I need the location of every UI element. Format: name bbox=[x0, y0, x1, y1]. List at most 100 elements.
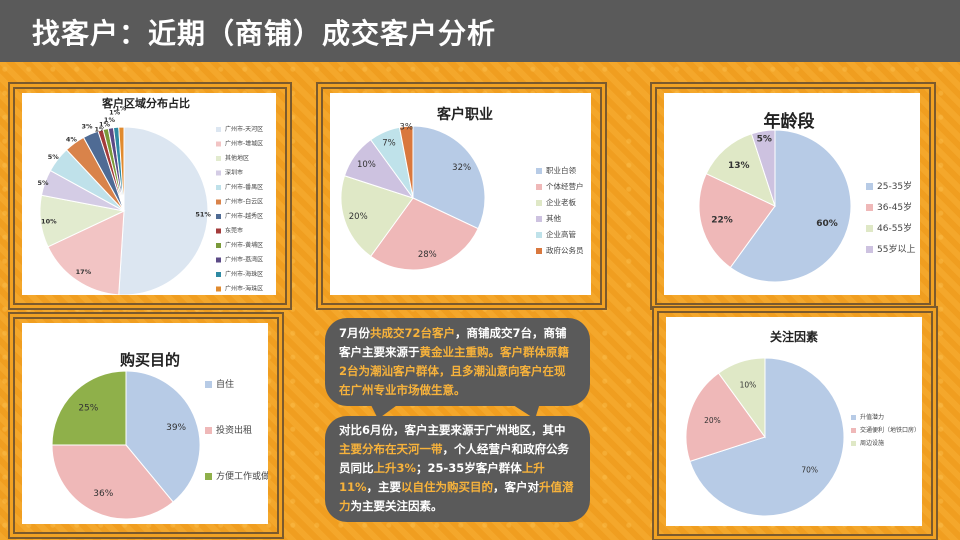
focus-chart-title: 关注因素 bbox=[770, 329, 818, 344]
purpose-legend-swatch bbox=[205, 381, 212, 388]
region-pct-label: 4% bbox=[66, 136, 78, 144]
region-legend-swatch bbox=[216, 127, 221, 132]
focus-chart-panel: 关注因素 70% 20% 10% 升值潜力 交通便利（地铁口房） 周边设施 bbox=[666, 317, 922, 526]
region-legend-label: 广州市-增城区 bbox=[225, 140, 263, 148]
region-chart-panel: 客户区域分布占比 51% 17% 10% 5% 5% 4% 3% 1% 1% 1% 1% 1% 广州市-天… bbox=[22, 93, 276, 296]
focus-chart-frame bbox=[657, 311, 933, 536]
bubble-highlight: 主要分布在天河一带 bbox=[339, 442, 443, 456]
region-legend-label: 广州市-海珠区 bbox=[225, 285, 263, 293]
purpose-slice bbox=[125, 370, 201, 503]
purpose-slice bbox=[51, 370, 127, 446]
region-legend-swatch bbox=[216, 257, 221, 263]
region-legend-label: 东莞市 bbox=[225, 227, 243, 235]
region-pct-label: 5% bbox=[37, 179, 49, 187]
job-pct-label: 10% bbox=[357, 160, 376, 170]
region-pct-label: 1% bbox=[99, 121, 111, 129]
focus-legend-label: 升值潜力 bbox=[860, 413, 884, 421]
summary-bubble-july: 7月份共成交72台客户，商铺成交7台，商铺客户主要来源于黄金业主重购。客户群体原… bbox=[325, 318, 590, 406]
age-legend-label: 55岁以上 bbox=[877, 243, 915, 255]
purpose-slice bbox=[51, 444, 174, 520]
region-legend-swatch bbox=[216, 170, 221, 176]
age-pct-label: 60% bbox=[816, 219, 838, 229]
job-chart-frame bbox=[321, 87, 602, 305]
purpose-chart-frame bbox=[13, 317, 279, 534]
job-pct-label: 28% bbox=[418, 250, 437, 260]
job-slice bbox=[398, 125, 414, 199]
region-legend-swatch bbox=[216, 214, 221, 219]
region-pct-label: 1% bbox=[104, 116, 116, 124]
bubble-highlight: 以自住为购买目的 bbox=[401, 480, 494, 494]
region-pct-label: 3% bbox=[82, 123, 94, 131]
bubble-text: ，商铺成交7台，商铺客户主要来源于 bbox=[339, 326, 567, 359]
age-legend-label: 25-35岁 bbox=[877, 180, 912, 192]
job-legend-label: 职业白领 bbox=[546, 165, 576, 175]
job-slice bbox=[340, 175, 414, 257]
focus-slice bbox=[717, 357, 766, 439]
job-slice bbox=[412, 125, 486, 230]
region-chart-title: 客户区域分布占比 bbox=[101, 96, 190, 110]
focus-pct-label: 70% bbox=[801, 466, 818, 475]
page-title: 找客户：近期（商铺）成交客户分析 bbox=[32, 17, 497, 50]
region-pct-label: 1% bbox=[94, 125, 106, 133]
bubble-pointer bbox=[510, 403, 540, 419]
bubble-text: ，主要 bbox=[366, 480, 402, 494]
bubble-highlight: 上升11% bbox=[339, 461, 545, 494]
focus-pct-label: 20% bbox=[704, 416, 721, 425]
age-pie-chart: 年龄段 60% 22% 13% 5% 25-35岁 36-45岁 46-55岁 55岁以上 bbox=[698, 111, 915, 283]
purpose-pct-label: 36% bbox=[93, 489, 113, 499]
title-bar: 找客户：近期（商铺）成交客户分析 bbox=[0, 0, 960, 62]
bubble-text: 7月份 bbox=[339, 326, 371, 340]
region-pct-label: 10% bbox=[41, 217, 57, 225]
region-legend-label: 广州市-番禺区 bbox=[225, 183, 263, 191]
age-slice bbox=[705, 133, 776, 207]
region-pct-label: 1% bbox=[115, 105, 127, 113]
age-legend-label: 46-55岁 bbox=[877, 222, 912, 234]
region-legend-label: 广州市-黄埔区 bbox=[225, 241, 263, 249]
region-legend-label: 广州市-荔湾区 bbox=[225, 256, 263, 264]
age-chart-title: 年龄段 bbox=[764, 111, 815, 132]
age-chart-panel: 年龄段 60% 22% 13% 5% 25-35岁 36-45岁 46-55岁 55岁以上 bbox=[664, 93, 920, 295]
bubble-highlight: 黄金业主重购。客户群体原籍2台为潮汕客户群体，且多潮汕意向客户在现在广州专业市场… bbox=[339, 345, 569, 397]
bubble-text: ，客户对 bbox=[493, 480, 540, 494]
focus-slice bbox=[689, 357, 845, 517]
purpose-legend-swatch bbox=[205, 427, 212, 434]
region-pct-label: 17% bbox=[76, 268, 92, 276]
focus-legend-swatch bbox=[851, 441, 856, 446]
region-slice bbox=[118, 126, 125, 212]
region-pct-label: 51% bbox=[195, 210, 211, 218]
job-legend-swatch bbox=[536, 248, 542, 254]
job-pct-label: 3% bbox=[399, 122, 413, 132]
age-chart-frame bbox=[655, 87, 931, 305]
region-legend-swatch bbox=[216, 141, 221, 147]
bubble-text: 为主要关注因素。 bbox=[350, 499, 443, 513]
job-legend-label: 个体经营户 bbox=[546, 181, 584, 191]
age-pct-label: 13% bbox=[728, 161, 750, 171]
purpose-chart-panel: 购买目的 39% 36% 25% 自住投资出租方便工作或做生意 bbox=[22, 323, 288, 524]
purpose-legend-label: 方便工作或做生意 bbox=[216, 470, 268, 482]
bubble-pointer bbox=[370, 403, 400, 419]
purpose-legend-swatch bbox=[205, 473, 212, 480]
job-legend-swatch bbox=[536, 232, 542, 238]
age-pct-label: 22% bbox=[711, 216, 733, 226]
purpose-pct-label: 39% bbox=[166, 423, 186, 433]
age-legend-swatch bbox=[866, 225, 873, 232]
region-pct-label: 5% bbox=[48, 153, 60, 161]
age-legend-swatch bbox=[866, 204, 873, 211]
age-slice bbox=[750, 129, 776, 207]
job-legend-label: 其他 bbox=[546, 213, 561, 223]
job-chart-title: 客户职业 bbox=[436, 106, 493, 123]
age-legend-swatch bbox=[866, 183, 873, 190]
job-slice bbox=[369, 197, 479, 271]
region-chart-frame bbox=[13, 87, 287, 305]
job-legend-swatch bbox=[536, 168, 542, 174]
focus-legend-label: 周边设施 bbox=[860, 439, 884, 447]
focus-slice bbox=[685, 372, 766, 463]
job-legend-swatch bbox=[536, 184, 542, 190]
purpose-legend-label: 投资出租 bbox=[216, 424, 252, 436]
region-pct-label: 1% bbox=[109, 109, 121, 117]
focus-pct-label: 10% bbox=[740, 380, 757, 389]
job-chart-panel: 客户职业 32% 28% 20% 10% 7% 3% 职业白领 个体经营户 企业老板 其他 企业高管政… bbox=[330, 93, 591, 295]
job-legend-label: 企业老板 bbox=[546, 197, 576, 207]
job-pct-label: 32% bbox=[452, 163, 471, 173]
